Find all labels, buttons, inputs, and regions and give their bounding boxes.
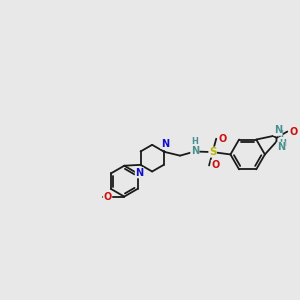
Text: S: S: [209, 147, 216, 157]
Text: O: O: [211, 160, 219, 170]
Text: H: H: [276, 130, 283, 139]
Text: N: N: [277, 142, 285, 152]
Text: O: O: [289, 127, 297, 136]
Text: H: H: [279, 139, 286, 148]
Text: N: N: [135, 168, 143, 178]
Text: H: H: [191, 137, 198, 146]
Text: N: N: [191, 146, 199, 157]
Text: O: O: [218, 134, 226, 144]
Text: O: O: [103, 192, 112, 202]
Text: N: N: [274, 125, 282, 135]
Text: N: N: [161, 139, 169, 148]
